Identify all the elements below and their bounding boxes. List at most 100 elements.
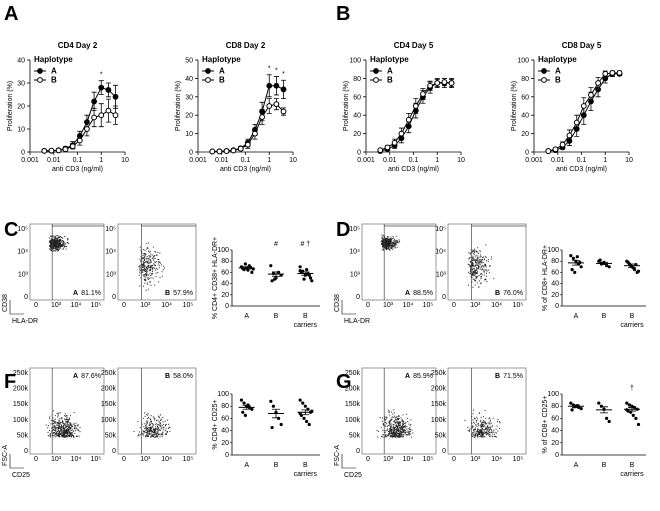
- event-dot: [51, 235, 53, 237]
- event-dot: [392, 238, 394, 240]
- event-dot: [152, 434, 154, 436]
- event-dot: [144, 268, 146, 270]
- event-dot: [396, 415, 398, 417]
- event-dot: [389, 423, 391, 425]
- event-dot: [52, 426, 54, 428]
- annotation: *: [275, 68, 278, 75]
- event-dot: [50, 423, 52, 425]
- panel-label: D: [336, 219, 350, 241]
- event-dot: [380, 241, 382, 243]
- flow-x-tick-label: 10⁴: [71, 456, 82, 463]
- event-dot: [64, 432, 66, 434]
- legend-title: Haplotype: [202, 55, 241, 64]
- event-dot: [483, 258, 485, 260]
- event-dot: [66, 431, 68, 433]
- event-dot: [168, 426, 170, 428]
- event-dot: [397, 241, 399, 243]
- event-dot: [387, 244, 389, 246]
- event-dot: [47, 434, 49, 436]
- event-dot: [153, 264, 155, 266]
- event-dot: [387, 426, 389, 428]
- event-dot: [139, 258, 141, 260]
- marker: [112, 93, 119, 100]
- event-dot: [141, 263, 143, 265]
- x-tick-label-line: A: [244, 313, 249, 320]
- event-dot: [57, 248, 59, 250]
- event-dot: [150, 429, 152, 431]
- event-dot: [386, 423, 388, 425]
- event-dot: [77, 424, 79, 426]
- event-dot: [485, 275, 487, 277]
- event-dot: [408, 433, 410, 435]
- data-point: [630, 404, 634, 408]
- event-dot: [53, 239, 55, 241]
- event-dot: [146, 421, 148, 423]
- event-dot: [477, 268, 479, 270]
- event-dot: [56, 243, 58, 245]
- marker: [545, 148, 552, 154]
- event-dot: [403, 430, 405, 432]
- marker: [616, 69, 623, 76]
- event-dot: [382, 246, 384, 248]
- event-dot: [467, 427, 469, 429]
- event-dot: [64, 245, 66, 247]
- event-dot: [484, 424, 486, 426]
- event-dot: [480, 256, 482, 258]
- marker: [48, 147, 55, 154]
- event-dot: [381, 234, 383, 236]
- event-dot: [399, 436, 401, 438]
- event-dot: [158, 264, 160, 266]
- event-dot: [389, 431, 391, 433]
- event-dot: [395, 436, 397, 438]
- event-dot: [481, 429, 483, 431]
- event-dot: [58, 236, 60, 238]
- event-dot: [478, 264, 480, 266]
- event-dot: [386, 429, 388, 431]
- event-dot: [65, 436, 67, 438]
- event-dot: [141, 433, 143, 435]
- event-dot: [388, 424, 390, 426]
- event-dot: [144, 255, 146, 257]
- event-dot: [409, 432, 411, 434]
- event-dot: [152, 264, 154, 266]
- marker: [420, 91, 426, 97]
- event-dot: [489, 419, 491, 421]
- event-dot: [484, 256, 486, 258]
- event-dot: [60, 433, 62, 435]
- event-dot: [151, 430, 153, 432]
- event-dot: [399, 421, 401, 423]
- event-dot: [488, 272, 490, 274]
- event-dot: [143, 432, 145, 434]
- event-dot: [475, 269, 477, 271]
- event-dot: [405, 431, 407, 433]
- flow-frame: [29, 223, 105, 301]
- x-tick-label-line: B: [602, 462, 607, 469]
- event-dot: [57, 434, 59, 436]
- event-dot: [395, 434, 397, 436]
- event-dot: [54, 248, 56, 250]
- event-dot: [57, 427, 59, 429]
- event-dot: [390, 428, 392, 430]
- flow-y-tick-label: 10⁴: [435, 249, 446, 256]
- event-dot: [77, 424, 79, 426]
- event-dot: [68, 420, 70, 422]
- event-dot: [394, 422, 396, 424]
- event-dot: [408, 428, 410, 430]
- x-tick-label-line: A: [574, 313, 579, 320]
- event-dot: [148, 278, 150, 280]
- event-dot: [497, 421, 499, 423]
- event-dot: [471, 416, 473, 418]
- event-dot: [149, 280, 151, 282]
- event-dot: [386, 248, 388, 250]
- event-dot: [138, 433, 140, 435]
- event-dot: [395, 433, 397, 435]
- event-dot: [54, 421, 56, 423]
- event-dot: [75, 422, 77, 424]
- event-dot: [393, 428, 395, 430]
- event-dot: [139, 267, 141, 269]
- event-dot: [386, 242, 388, 244]
- event-dot: [66, 423, 68, 425]
- event-dot: [147, 435, 149, 437]
- annotation: #: [274, 241, 278, 248]
